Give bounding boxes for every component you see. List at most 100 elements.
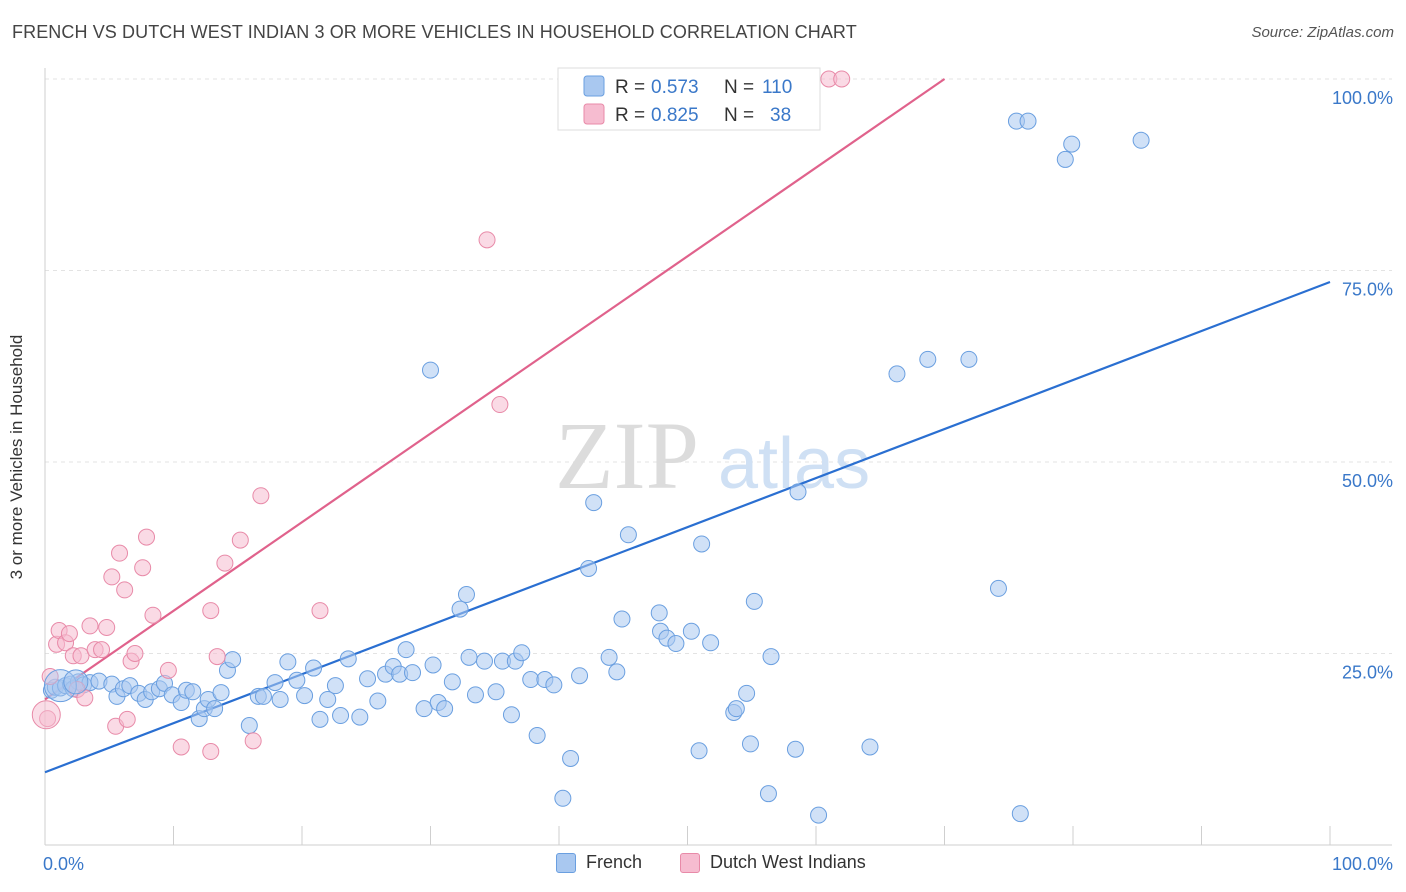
point-french-92	[759, 785, 777, 803]
point-french-86	[702, 634, 720, 652]
point-french-50	[397, 641, 415, 659]
point-dutch-27	[202, 743, 220, 761]
legend-r-label-dutch: R =	[615, 105, 645, 126]
trend-line-french	[44, 280, 1331, 774]
point-dutch-33	[311, 602, 329, 620]
point-french-36	[288, 671, 306, 689]
point-french-40	[319, 690, 337, 708]
point-french-cluster-1	[63, 669, 89, 695]
legend-n-label-dutch: N =	[724, 105, 754, 126]
point-dutch-25	[172, 738, 190, 756]
point-french-91	[745, 592, 763, 610]
point-french-26	[206, 700, 224, 718]
point-dutch-8	[72, 647, 90, 665]
point-french-82	[667, 635, 685, 653]
legend-n-value-dutch: 38	[770, 105, 791, 126]
point-french-90	[741, 735, 759, 753]
point-dutch-20	[126, 645, 144, 662]
point-french-109	[460, 648, 478, 666]
point-dutch-29	[216, 554, 234, 572]
point-dutch-21	[134, 559, 152, 577]
point-french-94	[786, 740, 804, 758]
point-french-73	[580, 559, 598, 577]
point-french-57	[451, 600, 469, 618]
point-dutch-32	[252, 487, 270, 505]
grid-lines	[45, 78, 1392, 654]
point-french-63	[502, 706, 520, 724]
point-french-106	[1063, 135, 1081, 153]
point-french-100	[960, 350, 978, 368]
point-french-103	[1011, 805, 1029, 823]
point-french-58	[457, 586, 475, 604]
legend-swatch-french-bottom	[556, 852, 576, 873]
point-french-105	[1056, 150, 1074, 168]
point-french-77	[613, 610, 631, 628]
y-tick-label-2: 75.0%	[1342, 280, 1393, 300]
point-dutch-16	[111, 544, 129, 562]
point-dutch-26	[202, 602, 220, 620]
point-french-32	[254, 687, 272, 705]
point-french-89	[738, 684, 756, 702]
point-french-27	[212, 684, 230, 702]
point-french-93	[762, 648, 780, 666]
point-french-44	[351, 708, 369, 726]
y-tick-label-3: 100.0%	[1332, 88, 1393, 108]
point-french-107	[1132, 131, 1150, 149]
point-french-38	[305, 659, 323, 677]
legend-n-value-french: 110	[762, 77, 792, 98]
legend-swatch-french	[583, 75, 605, 97]
legend-item-french[interactable]: French	[556, 852, 642, 873]
legend-top: R = 0.573 N = 110 R = 0.825 N = 38	[557, 67, 821, 131]
point-dutch-13	[98, 618, 116, 636]
legend-r-value-french: 0.573	[651, 77, 699, 98]
point-french-41	[326, 677, 344, 695]
point-dutch-34	[478, 231, 496, 249]
point-french-53	[424, 656, 442, 674]
legend-swatch-dutch-bottom	[680, 852, 700, 873]
point-french-59	[466, 686, 484, 704]
chart-title: FRENCH VS DUTCH WEST INDIAN 3 OR MORE VE…	[12, 22, 857, 42]
watermark: ZIP atlas	[555, 402, 870, 509]
point-dutch-28	[208, 648, 226, 666]
point-french-71	[562, 749, 580, 767]
point-french-76	[608, 663, 626, 681]
point-dutch-31	[244, 732, 262, 750]
trend-line-dutch	[44, 78, 946, 701]
point-french-85	[693, 535, 711, 553]
point-dutch-14	[103, 568, 121, 586]
legend-r-value-dutch: 0.825	[651, 105, 699, 126]
x-tick-label-1: 100.0%	[1332, 854, 1393, 874]
point-dutch-12	[93, 641, 111, 659]
point-dutch-18	[118, 710, 136, 728]
point-french-95	[789, 483, 807, 501]
point-dutch-5	[60, 625, 78, 643]
point-french-52	[415, 700, 433, 718]
point-dutch-23	[144, 606, 162, 624]
point-french-65	[513, 644, 531, 662]
point-french-74	[585, 494, 603, 512]
point-french-33	[266, 674, 284, 692]
point-french-75	[600, 648, 618, 666]
point-dutch-22	[138, 528, 156, 546]
legend-swatch-dutch-west-indians	[583, 103, 605, 125]
source-credit: Source: ZipAtlas.com	[1251, 24, 1394, 41]
point-french-83	[682, 622, 700, 640]
point-french-51	[404, 664, 422, 682]
point-french-43	[339, 650, 357, 668]
legend-label-french: French	[586, 852, 643, 872]
point-dutch-17	[116, 581, 134, 599]
point-french-97	[861, 738, 879, 756]
point-french-98	[888, 365, 906, 383]
point-dutch-1	[41, 667, 59, 685]
legend-label-dutch-west-indians: Dutch West Indians	[710, 852, 866, 872]
point-french-37	[296, 687, 314, 705]
legend-item-dutch-west-indians[interactable]: Dutch West Indians	[680, 852, 866, 873]
point-french-88	[727, 700, 745, 718]
point-dutch-37	[833, 70, 851, 88]
point-french-35	[279, 653, 297, 671]
point-french-45	[359, 670, 377, 688]
point-dutch-24	[159, 661, 177, 679]
data-points	[31, 70, 1150, 824]
point-dutch-10	[81, 617, 99, 635]
